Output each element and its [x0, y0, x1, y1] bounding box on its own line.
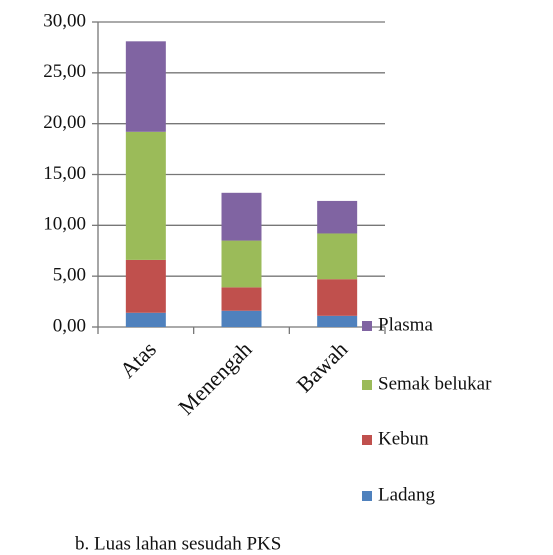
y-tick-label: 20,00 — [43, 112, 86, 133]
bar-segment — [317, 315, 358, 327]
legend-swatch — [362, 321, 372, 331]
bar-segment — [125, 131, 166, 260]
y-tick-label: 5,00 — [53, 265, 86, 286]
x-tick-label: Bawah — [291, 336, 352, 397]
bar-segment — [221, 287, 262, 311]
caption: b. Luas lahan sesudah PKS — [75, 533, 281, 554]
legend-swatch — [362, 491, 372, 501]
bar-segment — [125, 41, 166, 132]
bar-segment — [317, 200, 358, 234]
legend-label: Semak belukar — [378, 373, 492, 394]
bar-segment — [221, 240, 262, 288]
bar-segment — [221, 310, 262, 327]
legend-label: Kebun — [378, 428, 429, 449]
y-tick-label: 0,00 — [53, 315, 86, 336]
legend-label: Ladang — [378, 484, 435, 505]
y-tick-label: 30,00 — [43, 10, 86, 31]
bar-segment — [125, 312, 166, 327]
legend-swatch — [362, 435, 372, 445]
bar-segment — [317, 279, 358, 316]
bar-segment — [221, 192, 262, 241]
bar-segment — [125, 259, 166, 313]
y-tick-label: 10,00 — [43, 214, 86, 235]
y-tick-label: 15,00 — [43, 163, 86, 184]
x-tick-label: Atas — [115, 336, 161, 382]
bar-segment — [317, 233, 358, 280]
legend-swatch — [362, 380, 372, 390]
y-tick-label: 25,00 — [43, 61, 86, 82]
legend-label: Plasma — [378, 314, 433, 335]
x-tick-label: Menengah — [173, 336, 256, 419]
